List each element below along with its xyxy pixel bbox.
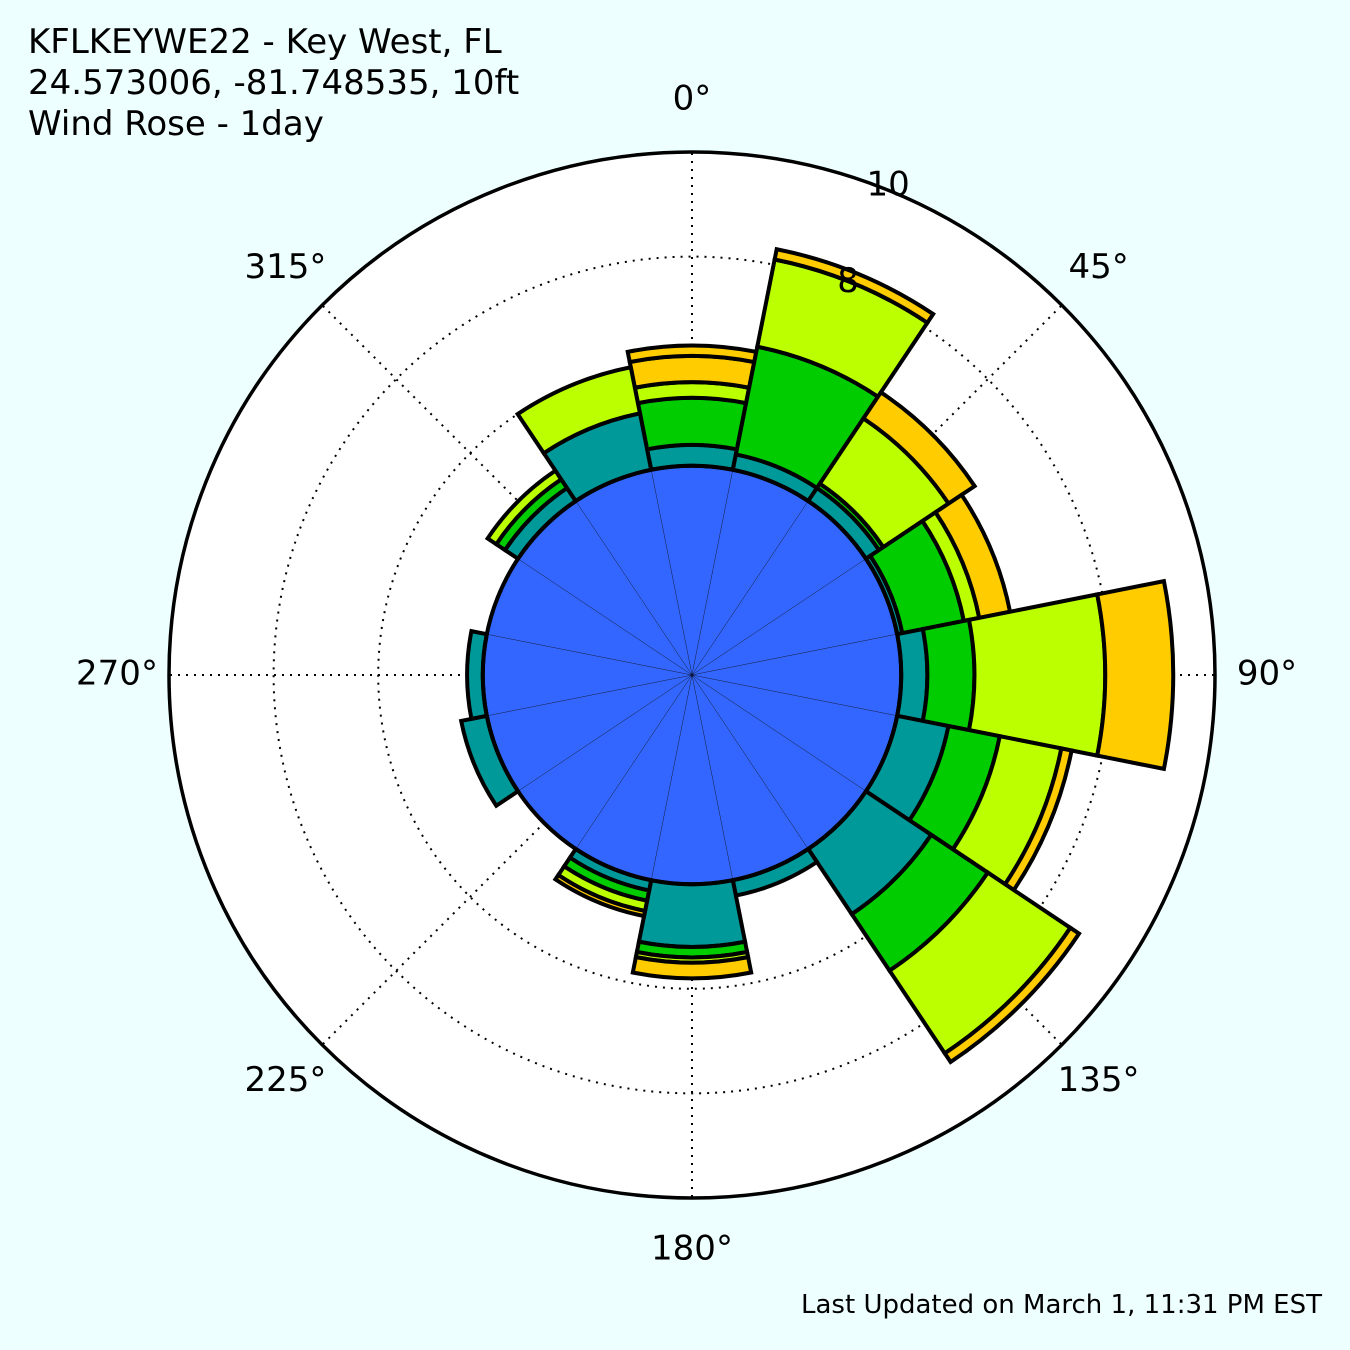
wind-rose-bar-segment — [772, 246, 936, 326]
chart-title: Wind Rose - 1day — [28, 104, 324, 144]
wind-rose-bar-segment — [514, 364, 643, 456]
angle-tick-label: 270° — [76, 654, 158, 694]
radial-tick-label: 10 — [867, 164, 910, 204]
angle-tick-label: 45° — [1068, 247, 1128, 287]
angle-tick-label: 315° — [244, 247, 326, 287]
wind-rose-bar-segment — [966, 592, 1108, 758]
angle-tick-label: 225° — [244, 1060, 326, 1100]
angle-tick-label: 180° — [651, 1229, 733, 1269]
calm-circle-outline — [480, 463, 904, 887]
station-title: KFLKEYWE22 - Key West, FL — [28, 22, 502, 62]
wind-rose-bar-segment — [1094, 578, 1176, 772]
wind-rose-bar-segment — [920, 617, 977, 733]
polar-frame — [167, 150, 1217, 1200]
last-updated: Last Updated on March 1, 11:31 PM EST — [801, 1290, 1322, 1320]
angle-tick-label: 135° — [1058, 1060, 1140, 1100]
chart-header: KFLKEYWE22 - Key West, FL 24.573006, -81… — [28, 22, 519, 145]
angle-tick-label: 90° — [1237, 654, 1297, 694]
wind-rose-bar-segment — [552, 872, 648, 919]
wind-rose-bar-segment — [630, 954, 754, 981]
wind-rose-bar-segment — [636, 877, 748, 949]
wind-rose-bar-segment — [942, 925, 1082, 1065]
station-location: 24.573006, -81.748535, 10ft — [28, 63, 520, 103]
angle-tick-label: 0° — [673, 79, 712, 119]
wind-rose-bar-segment — [635, 395, 749, 452]
radial-tick-label: 8 — [837, 261, 859, 301]
